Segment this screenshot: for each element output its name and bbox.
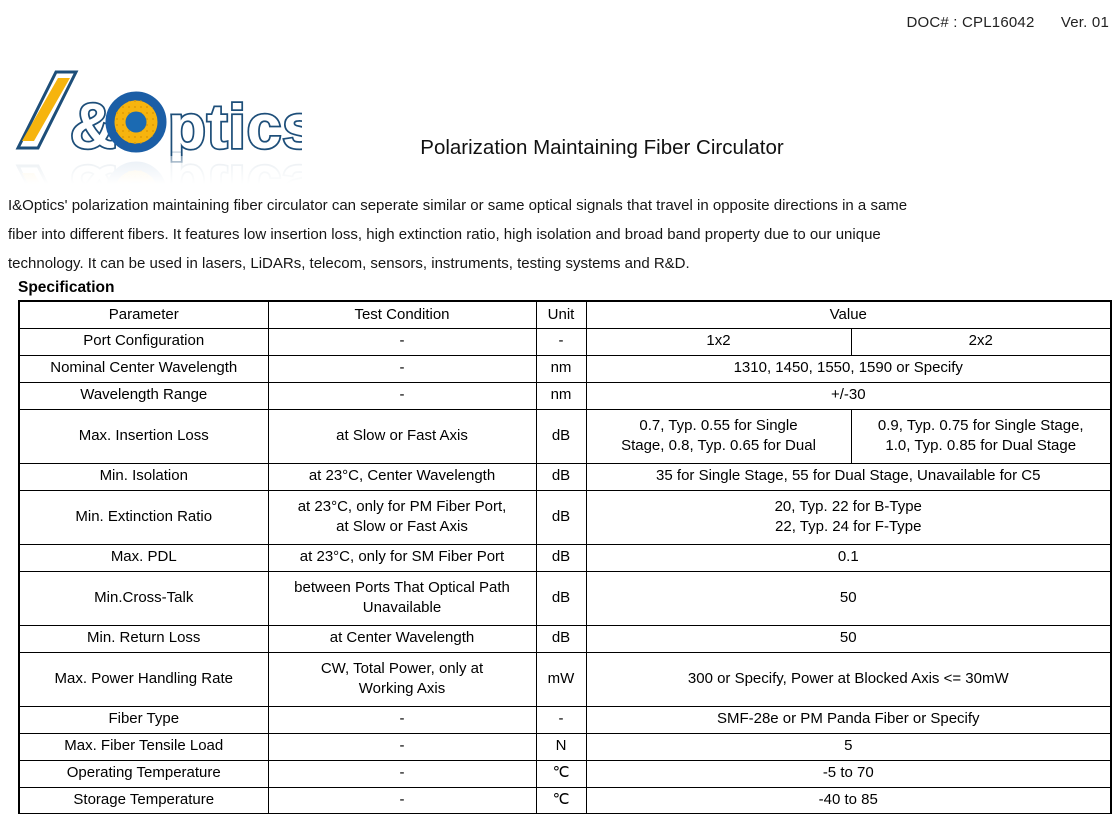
cell-condition: - [267,732,537,761]
cell-unit: ℃ [535,759,587,788]
table-row: Max. PDL at 23°C, only for SM Fiber Port… [18,543,1112,572]
cell-unit: nm [535,381,587,410]
cell-condition: CW, Total Power, only at Working Axis [267,651,537,707]
cell-condition: at 23°C, only for PM Fiber Port, at Slow… [267,489,537,545]
cell-parameter: Min. Extinction Ratio [18,489,269,545]
header-parameter: Parameter [18,300,269,329]
table-header-row: Parameter Test Condition Unit Value [18,300,1112,329]
cell-unit: dB [535,408,587,464]
cell-value-2x2: 2x2 [850,327,1112,356]
cell-unit: mW [535,651,587,707]
table-row: Nominal Center Wavelength - nm 1310, 145… [18,354,1112,383]
cell-parameter: Nominal Center Wavelength [18,354,269,383]
intro-line: I&Optics' polarization maintaining fiber… [8,197,908,214]
table-row: Port Configuration - - 1x2 2x2 [18,327,1112,356]
header-condition: Test Condition [267,300,537,329]
table-row: Min.Cross-Talk between Ports That Optica… [18,570,1112,626]
cell-value-2x2: 0.9, Typ. 0.75 for Single Stage, 1.0, Ty… [850,408,1112,464]
cell-parameter: Operating Temperature [18,759,269,788]
cell-parameter: Max. Power Handling Rate [18,651,269,707]
cell-parameter: Wavelength Range [18,381,269,410]
section-heading: Specification [18,279,115,296]
intro-line: technology. It can be used in lasers, Li… [8,255,690,272]
cell-parameter: Max. PDL [18,543,269,572]
cell-condition: - [267,705,537,734]
cell-unit: dB [535,543,587,572]
table-row: Min. Return Loss at Center Wavelength dB… [18,624,1112,653]
header-unit: Unit [535,300,587,329]
cell-unit: dB [535,462,587,491]
intro-paragraph: I&Optics' polarization maintaining fiber… [8,191,1116,278]
cell-value: 5 [585,732,1112,761]
cell-parameter: Min. Isolation [18,462,269,491]
cell-value: 0.1 [585,543,1112,572]
cell-condition: - [267,786,537,814]
cell-parameter: Max. Insertion Loss [18,408,269,464]
cell-unit: dB [535,624,587,653]
cell-condition: - [267,759,537,788]
doc-reference: DOC# : CPL16042 Ver. 01 [906,14,1109,31]
cell-condition: between Ports That Optical Path Unavaila… [267,570,537,626]
cell-value: +/-30 [585,381,1112,410]
table-row: Operating Temperature - ℃ -5 to 70 [18,759,1112,788]
cell-condition: - [267,381,537,410]
cell-unit: - [535,327,587,356]
logo-graphic: & ptics [12,70,302,184]
logo-ptics-text: ptics [168,93,302,162]
cell-value-1x2: 0.7, Typ. 0.55 for Single Stage, 0.8, Ty… [585,408,852,464]
table-row: Wavelength Range - nm +/-30 [18,381,1112,410]
cell-condition: at Center Wavelength [267,624,537,653]
logo-circle-dot [125,111,147,133]
cell-unit: - [535,705,587,734]
cell-condition: at 23°C, only for SM Fiber Port [267,543,537,572]
page-title: Polarization Maintaining Fiber Circulato… [420,136,784,159]
header-value: Value [585,300,1112,329]
cell-unit: dB [535,570,587,626]
intro-line: fiber into different fibers. It features… [8,226,881,243]
cell-condition: - [267,354,537,383]
cell-unit: dB [535,489,587,545]
cell-parameter: Min. Return Loss [18,624,269,653]
cell-parameter: Min.Cross-Talk [18,570,269,626]
cell-unit: ℃ [535,786,587,814]
doc-version: Ver. 01 [1060,14,1109,31]
cell-parameter: Storage Temperature [18,786,269,814]
cell-value: SMF-28e or PM Panda Fiber or Specify [585,705,1112,734]
cell-value: -40 to 85 [585,786,1112,814]
table-row: Storage Temperature - ℃ -40 to 85 [18,786,1112,814]
table-row: Max. Power Handling Rate CW, Total Power… [18,651,1112,707]
cell-parameter: Max. Fiber Tensile Load [18,732,269,761]
cell-value-1x2: 1x2 [585,327,852,356]
cell-value: 1310, 1450, 1550, 1590 or Specify [585,354,1112,383]
cell-value: 300 or Specify, Power at Blocked Axis <=… [585,651,1112,707]
cell-value: 50 [585,570,1112,626]
table-row: Max. Fiber Tensile Load - N 5 [18,732,1112,761]
table-row: Fiber Type - - SMF-28e or PM Panda Fiber… [18,705,1112,734]
cell-value: 20, Typ. 22 for B-Type 22, Typ. 24 for F… [585,489,1112,545]
cell-condition: - [267,327,537,356]
cell-condition: at 23°C, Center Wavelength [267,462,537,491]
cell-parameter: Port Configuration [18,327,269,356]
doc-number: DOC# : CPL16042 [906,14,1035,31]
specification-table: Parameter Test Condition Unit Value Port… [18,300,1113,814]
table-row: Min. Isolation at 23°C, Center Wavelengt… [18,462,1112,491]
company-logo: & ptics [12,68,302,189]
cell-unit: N [535,732,587,761]
cell-parameter: Fiber Type [18,705,269,734]
cell-unit: nm [535,354,587,383]
cell-condition: at Slow or Fast Axis [267,408,537,464]
table-row: Min. Extinction Ratio at 23°C, only for … [18,489,1112,545]
cell-value: -5 to 70 [585,759,1112,788]
cell-value: 50 [585,624,1112,653]
table-row: Max. Insertion Loss at Slow or Fast Axis… [18,408,1112,464]
cell-value: 35 for Single Stage, 55 for Dual Stage, … [585,462,1112,491]
